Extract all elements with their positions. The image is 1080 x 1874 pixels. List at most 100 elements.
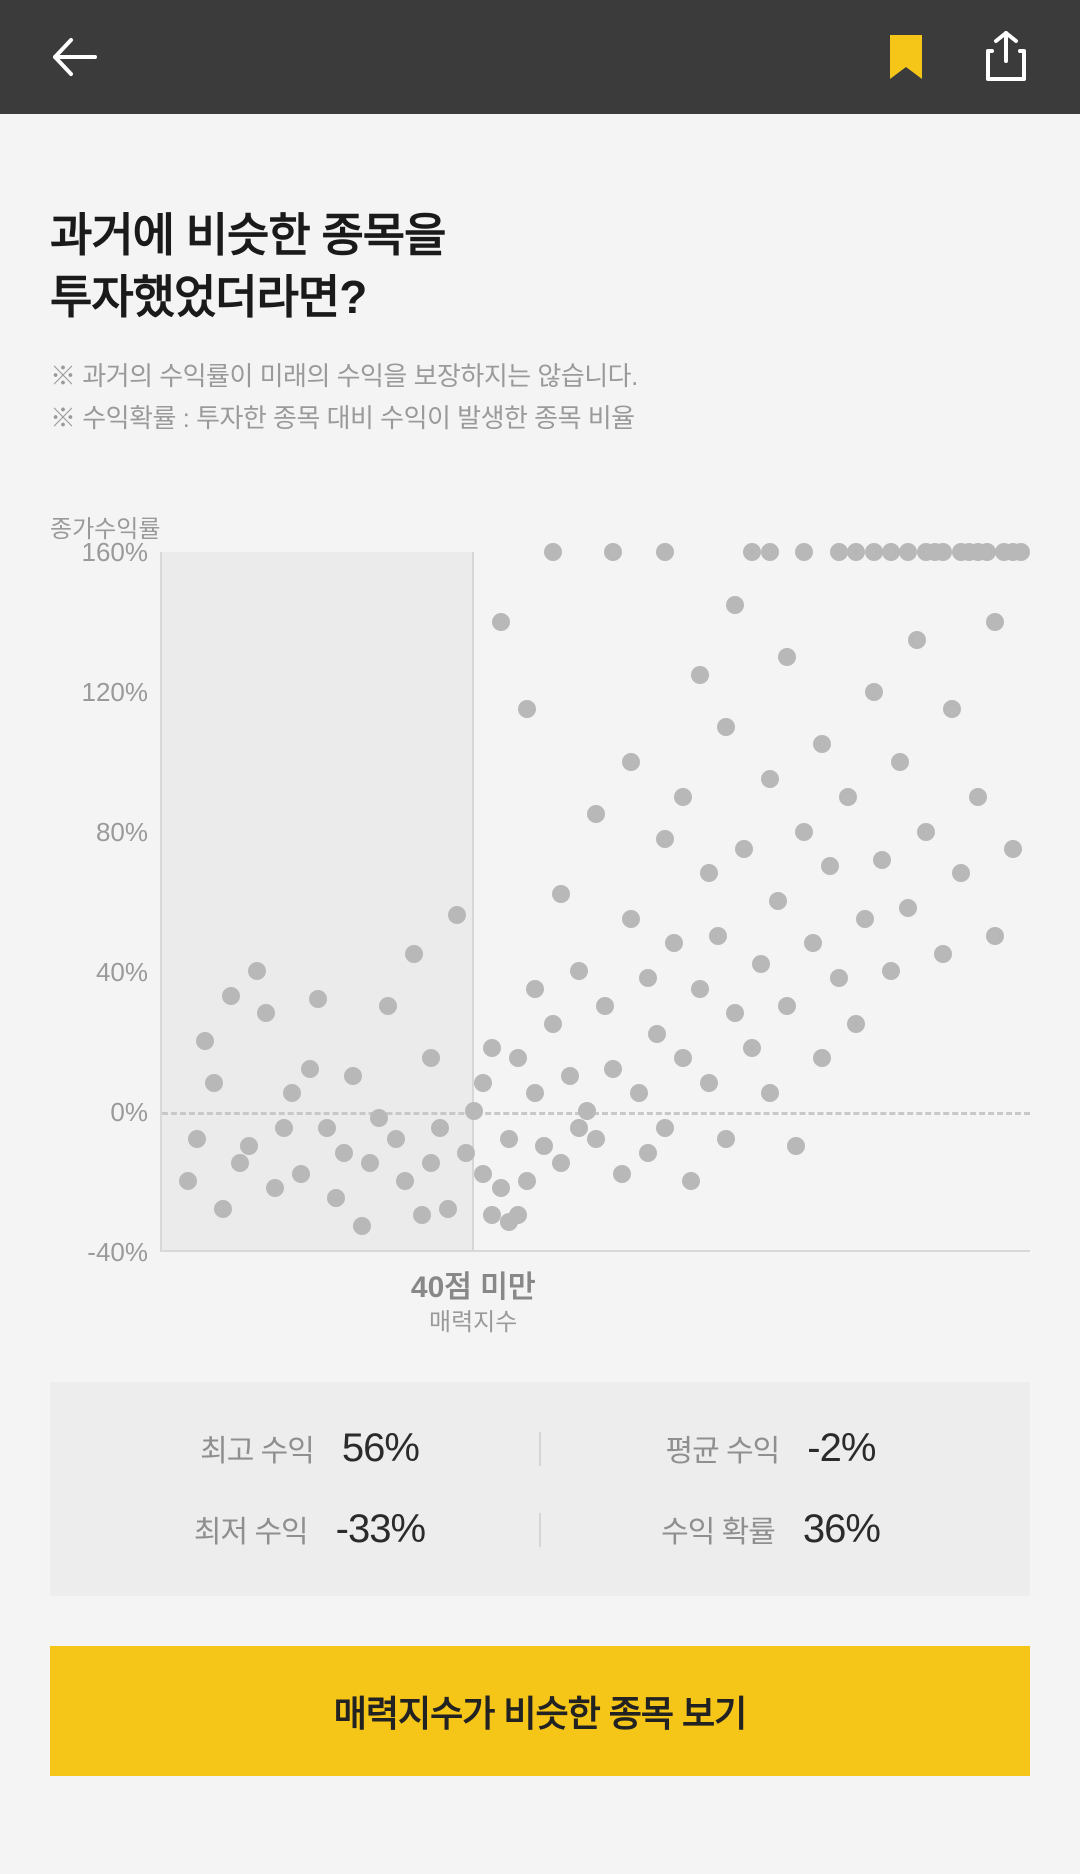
scatter-point (743, 1039, 761, 1057)
scatter-point (865, 683, 883, 701)
scatter-point (682, 1172, 700, 1190)
main-content: 과거에 비슷한 종목을 투자했었더라면? ※ 과거의 수익률이 미래의 수익을 … (0, 114, 1080, 1826)
scatter-point (439, 1200, 457, 1218)
scatter-point (370, 1109, 388, 1127)
scatter-point (283, 1084, 301, 1102)
scatter-point (969, 788, 987, 806)
shaded-region (162, 552, 474, 1250)
scatter-point (353, 1217, 371, 1235)
scatter-point (856, 910, 874, 928)
scatter-point (691, 980, 709, 998)
scatter-point (639, 969, 657, 987)
stat-avg-value: -2% (807, 1426, 875, 1471)
scatter-point (795, 543, 813, 561)
scatter-point (196, 1032, 214, 1050)
y-axis-title: 종가수익률 (50, 509, 1030, 544)
scatter-point (778, 997, 796, 1015)
scatter-point (813, 1049, 831, 1067)
note-2: ※ 수익확률 : 투자한 종목 대비 수익이 발생한 종목 비율 (50, 398, 1030, 440)
scatter-point (474, 1165, 492, 1183)
bookmark-button[interactable] (880, 31, 932, 83)
scatter-point (882, 543, 900, 561)
scatter-point (457, 1144, 475, 1162)
scatter-point (492, 613, 510, 631)
scatter-point (361, 1154, 379, 1172)
scatter-point (570, 962, 588, 980)
scatter-point (318, 1119, 336, 1137)
scatter-point (934, 945, 952, 963)
scatter-point (691, 666, 709, 684)
scatter-point (205, 1074, 223, 1092)
scatter-point (908, 631, 926, 649)
back-button[interactable] (48, 31, 100, 83)
scatter-point (899, 543, 917, 561)
scatter-point (813, 735, 831, 753)
scatter-point (839, 788, 857, 806)
scatter-point (578, 1102, 596, 1120)
scatter-point (344, 1067, 362, 1085)
scatter-point (396, 1172, 414, 1190)
stat-avg-label: 평균 수익 (666, 1426, 780, 1470)
scatter-point (587, 1130, 605, 1148)
scatter-point (709, 927, 727, 945)
share-button[interactable] (980, 31, 1032, 83)
scatter-point (509, 1049, 527, 1067)
scatter-point (622, 910, 640, 928)
scatter-point (596, 997, 614, 1015)
scatter-chart: 종가수익률 160%120%80%40%0%-40% 40점 미만 매력지수 (50, 509, 1030, 1332)
scatter-point (327, 1189, 345, 1207)
stat-min: 최저 수익 -33% (80, 1507, 539, 1552)
scatter-point (726, 1004, 744, 1022)
scatter-point (240, 1137, 258, 1155)
scatter-point (483, 1206, 501, 1224)
scatter-point (561, 1067, 579, 1085)
share-icon (982, 31, 1030, 83)
scatter-point (847, 543, 865, 561)
scatter-point (492, 1179, 510, 1197)
stat-min-value: -33% (336, 1507, 425, 1552)
scatter-point (795, 823, 813, 841)
stat-max: 최고 수익 56% (80, 1426, 539, 1471)
scatter-point (518, 700, 536, 718)
scatter-point (405, 945, 423, 963)
stat-min-label: 최저 수익 (194, 1507, 308, 1551)
title-line-2: 투자했었더라면? (50, 271, 366, 323)
scatter-point (422, 1049, 440, 1067)
view-similar-button[interactable]: 매력지수가 비슷한 종목 보기 (50, 1646, 1030, 1776)
scatter-point (257, 1004, 275, 1022)
scatter-point (535, 1137, 553, 1155)
scatter-point (275, 1119, 293, 1137)
title-line-1: 과거에 비슷한 종목을 (50, 209, 445, 261)
scatter-point (761, 770, 779, 788)
scatter-point (656, 543, 674, 561)
scatter-point (526, 1084, 544, 1102)
scatter-point (986, 927, 1004, 945)
stat-prob-value: 36% (803, 1507, 880, 1552)
scatter-point (743, 543, 761, 561)
x-label-main: 40점 미만 (411, 1262, 536, 1306)
scatter-point (978, 543, 996, 561)
scatter-point (448, 906, 466, 924)
scatter-point (1004, 840, 1022, 858)
scatter-point (509, 1206, 527, 1224)
scatter-point (873, 851, 891, 869)
scatter-point (587, 805, 605, 823)
scatter-point (804, 934, 822, 952)
scatter-point (266, 1179, 284, 1197)
scatter-point (301, 1060, 319, 1078)
stat-max-value: 56% (342, 1426, 419, 1471)
stat-avg: 평균 수익 -2% (541, 1426, 1000, 1471)
scatter-point (474, 1074, 492, 1092)
scatter-point (648, 1025, 666, 1043)
scatter-point (552, 885, 570, 903)
scatter-point (830, 969, 848, 987)
scatter-point (622, 753, 640, 771)
y-axis: 160%120%80%40%0%-40% (50, 552, 160, 1252)
scatter-point (483, 1039, 501, 1057)
scatter-point (769, 892, 787, 910)
scatter-point (552, 1154, 570, 1172)
stat-max-label: 최고 수익 (200, 1426, 314, 1470)
scatter-point (518, 1172, 536, 1190)
plot-area (160, 552, 1030, 1252)
header-actions (880, 31, 1032, 83)
